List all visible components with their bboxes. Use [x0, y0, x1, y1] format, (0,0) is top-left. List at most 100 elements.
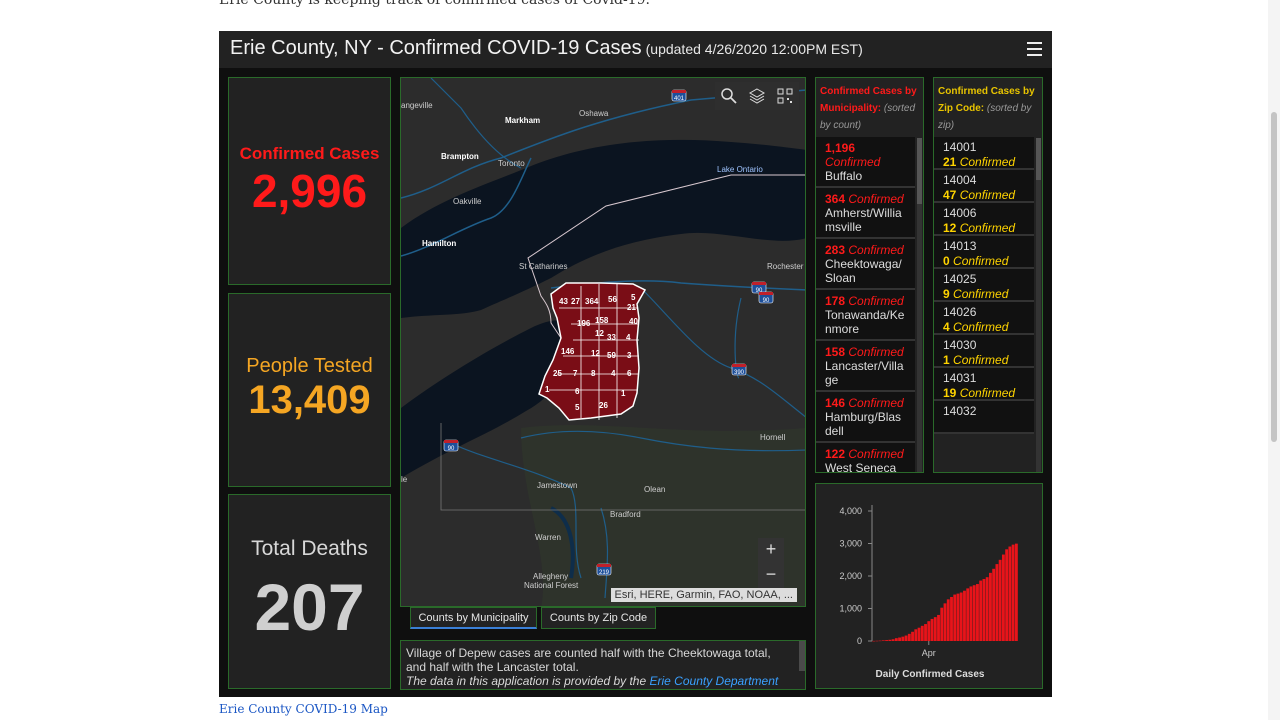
hamburger-icon[interactable] — [1027, 42, 1042, 56]
bar[interactable] — [914, 629, 918, 641]
bar[interactable] — [989, 572, 992, 641]
bar[interactable] — [894, 638, 898, 641]
daily-confirmed-chart-svg: 0 1,000 2,000 3,000 4,000 Apr Daily Confirmed … — [839, 505, 1018, 680]
municipality-list-header: Confirmed Cases by Municipality: (sorted… — [816, 78, 923, 134]
bar[interactable] — [969, 586, 973, 641]
bar[interactable] — [881, 640, 885, 641]
bar[interactable] — [898, 637, 901, 641]
bar[interactable] — [891, 639, 895, 641]
bar[interactable] — [995, 564, 999, 641]
zip-list-item[interactable]: 14004 47 Confirmed — [934, 170, 1034, 203]
zip-list-scrollbar[interactable] — [1036, 138, 1041, 472]
municipality-number: 43 — [559, 297, 568, 306]
zip-count-label: Confirmed — [949, 287, 1009, 301]
bar[interactable] — [953, 594, 957, 641]
municipality-list-scrollbar[interactable] — [917, 138, 922, 472]
municipality-list-item[interactable]: 283 Confirmed Cheektowaga/Sloan — [816, 239, 915, 290]
bar[interactable] — [888, 639, 892, 641]
search-icon[interactable] — [719, 86, 739, 106]
bar[interactable] — [972, 585, 976, 641]
bar[interactable] — [946, 599, 950, 641]
bar[interactable] — [904, 635, 908, 641]
zip-list-item[interactable]: 14006 12 Confirmed — [934, 203, 1034, 236]
municipality-number: 33 — [607, 333, 616, 342]
bar[interactable] — [930, 618, 934, 641]
tab-counts-by-municipality[interactable]: Counts by Municipality — [410, 607, 537, 629]
municipality-list-item[interactable]: 122 Confirmed West Seneca — [816, 443, 915, 472]
note-source-link[interactable]: Erie County Department of — [406, 674, 779, 689]
municipality-number: 1 — [621, 389, 626, 398]
map-label-brampton: Brampton — [441, 152, 479, 161]
zip-list-item[interactable]: 14001 21 Confirmed — [934, 137, 1034, 170]
bar[interactable] — [885, 640, 889, 641]
zip-list-item[interactable]: 14026 4 Confirmed — [934, 302, 1034, 335]
bar[interactable] — [940, 607, 944, 641]
bar[interactable] — [943, 603, 947, 641]
bar[interactable] — [976, 584, 979, 641]
bar[interactable] — [992, 568, 996, 641]
municipality-count: 1,196 — [825, 141, 856, 155]
zip-count: 21 — [943, 155, 957, 169]
y-tick-label: 1,000 — [839, 604, 862, 614]
bar[interactable] — [917, 627, 921, 641]
municipality-list-item[interactable]: 1,196 Confirmed Buffalo — [816, 137, 915, 188]
bar[interactable] — [901, 636, 905, 641]
bar[interactable] — [998, 559, 1002, 641]
bar[interactable] — [963, 590, 966, 641]
bar[interactable] — [1014, 543, 1018, 641]
map-label-lake-ontario: Lake Ontario — [717, 165, 763, 174]
note-scrollbar[interactable] — [799, 641, 805, 671]
municipality-list: 1,196 Confirmed Buffalo 364 Confirmed Amher… — [816, 137, 915, 472]
municipality-list-item[interactable]: 158 Confirmed Lancaster/Village — [816, 341, 915, 392]
bar[interactable] — [956, 593, 960, 641]
municipality-count: 158 — [825, 345, 846, 359]
zoom-in-button[interactable]: + — [765, 539, 777, 559]
bar[interactable] — [878, 640, 882, 642]
qr-icon[interactable] — [775, 86, 795, 106]
municipality-list-item[interactable]: 364 Confirmed Amherst/Williamsville — [816, 188, 915, 239]
bar[interactable] — [966, 588, 970, 641]
bar[interactable] — [1005, 549, 1009, 641]
highway-shield: 90 — [758, 291, 774, 304]
municipality-name: Buffalo — [825, 169, 863, 183]
page-scrollbar-thumb[interactable] — [1271, 112, 1277, 442]
municipality-list-item[interactable]: 146 Confirmed Hamburg/Blasdell — [816, 392, 915, 443]
bar[interactable] — [982, 579, 986, 641]
bar[interactable] — [985, 577, 989, 641]
erie-county-boundary[interactable] — [538, 282, 647, 421]
layers-icon[interactable] — [747, 86, 767, 106]
tab-counts-by-zip-code[interactable]: Counts by Zip Code — [541, 607, 656, 629]
bar[interactable] — [911, 631, 914, 641]
bar[interactable] — [924, 624, 927, 641]
page-scrollbar[interactable] — [1268, 0, 1280, 720]
covid-map-link[interactable]: Erie County COVID-19 Map — [219, 702, 388, 716]
bar[interactable] — [875, 640, 879, 642]
bar[interactable] — [907, 633, 911, 641]
zip-list-item[interactable]: 14031 19 Confirmed — [934, 368, 1034, 401]
bar[interactable] — [979, 580, 983, 641]
municipality-list-item[interactable]: 178 Confirmed Tonawanda/Kenmore — [816, 290, 915, 341]
map-attribution[interactable]: Esri, HERE, Garmin, FAO, NOAA, ... — [610, 588, 797, 602]
bar[interactable] — [1008, 546, 1012, 641]
zip-list-item[interactable]: 14032 — [934, 401, 1034, 434]
bar[interactable] — [920, 625, 924, 641]
people-tested-indicator: People Tested 13,409 — [228, 293, 391, 487]
bar[interactable] — [1001, 554, 1005, 641]
municipality-number: 364 — [585, 297, 599, 306]
municipality-number: 59 — [607, 351, 616, 360]
bar[interactable] — [872, 640, 876, 642]
zoom-out-button[interactable]: − — [765, 564, 777, 584]
zip-list-item[interactable]: 14025 9 Confirmed — [934, 269, 1034, 302]
zip-code: 14006 — [943, 206, 977, 220]
bar[interactable] — [933, 617, 937, 641]
map-view[interactable]: 43 27 364 56 5 21 158 40 196 12 33 4 146 12 59 3 25 7 8 4 6 1… — [400, 77, 806, 607]
bar[interactable] — [927, 621, 931, 641]
bar[interactable] — [959, 592, 963, 641]
municipality-number: 6 — [575, 387, 580, 396]
zip-list-item[interactable]: 14013 0 Confirmed — [934, 236, 1034, 269]
bar[interactable] — [937, 614, 940, 641]
bar[interactable] — [950, 596, 953, 641]
zip-list-item[interactable]: 14030 1 Confirmed — [934, 335, 1034, 368]
bar[interactable] — [1011, 544, 1015, 641]
